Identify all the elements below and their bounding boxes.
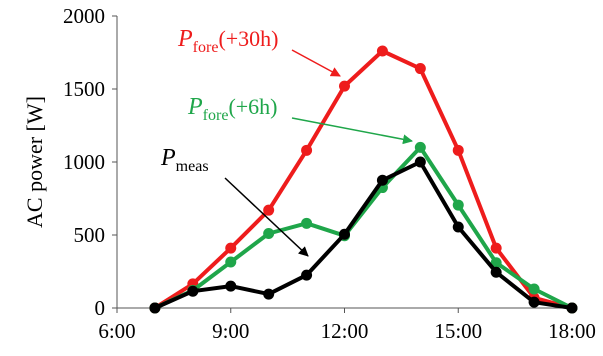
- arrow-meas: [225, 178, 308, 256]
- data-point-fore6: [263, 228, 274, 239]
- arrow-fore6: [292, 118, 412, 141]
- data-point-fore6: [453, 200, 464, 211]
- data-point-meas: [225, 281, 236, 292]
- label-fore30-sub: fore: [193, 39, 219, 56]
- data-point-meas: [491, 267, 502, 278]
- x-tick-label: 6:00: [98, 319, 135, 343]
- x-tick-label: 12:00: [321, 319, 369, 343]
- y-tick-label: 500: [74, 223, 106, 247]
- data-point-fore6: [529, 284, 540, 295]
- data-point-meas: [301, 270, 312, 281]
- data-point-fore30: [339, 81, 350, 92]
- data-point-fore30: [491, 243, 502, 254]
- y-axis-label: AC power [W]: [22, 96, 47, 228]
- data-point-fore30: [377, 46, 388, 57]
- label-fore30-suffix: (+30h): [218, 26, 278, 51]
- data-point-fore6: [301, 218, 312, 229]
- data-point-fore6: [415, 142, 426, 153]
- label-fore6-main: P: [187, 94, 203, 120]
- y-tick-label: 1500: [63, 77, 105, 101]
- data-point-meas: [529, 297, 540, 308]
- data-point-meas: [263, 289, 274, 300]
- data-point-fore30: [225, 243, 236, 254]
- data-point-fore30: [263, 205, 274, 216]
- arrow-fore30: [292, 50, 340, 76]
- series-line-meas: [155, 162, 572, 308]
- data-point-fore30: [301, 145, 312, 156]
- x-tick-label: 15:00: [434, 319, 482, 343]
- data-point-meas: [149, 303, 160, 314]
- label-meas: Pmeas: [160, 145, 209, 175]
- data-point-meas: [415, 157, 426, 168]
- y-tick-label: 2000: [63, 4, 105, 28]
- label-fore6: Pfore(+6h): [187, 94, 278, 124]
- data-point-meas: [339, 229, 350, 240]
- data-point-meas: [377, 175, 388, 186]
- x-tick-label: 9:00: [212, 319, 249, 343]
- y-tick-label: 1000: [63, 150, 105, 174]
- x-tick-label: 18:00: [548, 319, 596, 343]
- data-point-meas: [187, 286, 198, 297]
- label-fore6-suffix: (+6h): [228, 94, 277, 119]
- label-meas-main: P: [160, 145, 176, 171]
- label-fore30-main: P: [177, 26, 193, 52]
- y-tick-label: 0: [95, 296, 106, 320]
- label-fore30: Pfore(+30h): [177, 26, 279, 56]
- label-meas-sub: meas: [176, 158, 209, 175]
- data-point-fore6: [225, 257, 236, 268]
- series-layer: [149, 46, 577, 314]
- data-point-meas: [453, 221, 464, 232]
- data-point-fore30: [415, 63, 426, 74]
- series-meas: [149, 157, 577, 314]
- label-fore6-sub: fore: [203, 107, 229, 124]
- data-point-fore30: [453, 145, 464, 156]
- data-point-meas: [567, 303, 578, 314]
- axes: 0 500 1000 1500 2000 6:00 9:00 12:00 15:00 18:00 A…: [22, 4, 596, 343]
